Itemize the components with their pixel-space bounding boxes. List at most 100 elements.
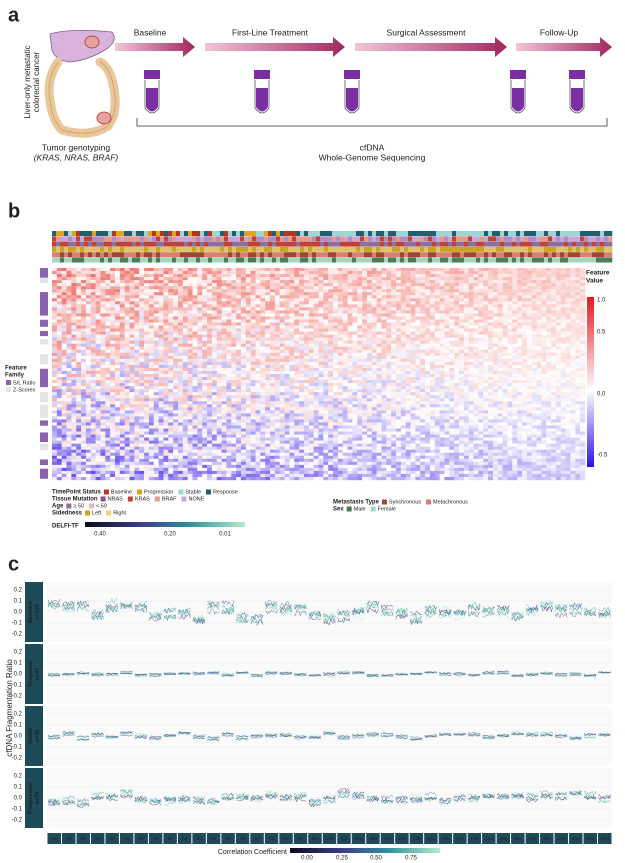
annotation-cell (108, 231, 113, 236)
heatmap-cell (570, 328, 576, 332)
heatmap-cell (483, 346, 489, 350)
heatmap-cell (512, 274, 518, 278)
heatmap-cell (95, 349, 101, 353)
heatmap-cell (173, 340, 179, 344)
heatmap-cell (95, 367, 101, 372)
annotation-cell (360, 236, 365, 242)
heatmap-cell (396, 316, 402, 320)
heatmap-cell (81, 377, 87, 381)
annotation-cell (392, 231, 397, 236)
heatmap-cell (289, 361, 295, 366)
heatmap-cell (318, 319, 324, 323)
heatmap-cell (226, 319, 232, 323)
annotation-cell (504, 252, 509, 258)
heatmap-cell (580, 331, 586, 335)
heatmap-cell (434, 298, 440, 302)
heatmap-cell (173, 367, 179, 372)
heatmap-cell (153, 328, 159, 332)
heatmap-cell (376, 298, 382, 302)
heatmap-cell (255, 343, 261, 347)
annotation-cell (208, 252, 213, 258)
heatmap-cell (148, 313, 154, 317)
annotation-cell (520, 257, 525, 263)
heatmap-cell (425, 349, 431, 353)
heatmap-cell (381, 313, 387, 317)
annotation-cell (288, 252, 293, 258)
heatmap-cell (429, 280, 435, 284)
heatmap-cell (260, 352, 266, 357)
heatmap-cell (114, 316, 121, 320)
annotation-cell (100, 246, 105, 252)
heatmap-cell (168, 367, 174, 372)
heatmap-cell (163, 319, 169, 323)
heatmap-cell (512, 286, 518, 290)
heatmap-cell (522, 304, 528, 308)
heatmap-cell (114, 364, 121, 369)
annotation-cell (100, 257, 105, 263)
heatmap-cell (158, 328, 164, 332)
heatmap-cell (105, 286, 111, 290)
heatmap-cell (488, 304, 494, 308)
annotation-cell (132, 246, 137, 252)
heatmap-cell (168, 349, 174, 353)
heatmap-cell (463, 322, 469, 326)
heatmap-cell (410, 367, 416, 372)
annotation-cell (288, 241, 293, 247)
heatmap-cell (211, 319, 217, 323)
heatmap-cell (207, 328, 213, 332)
annotation-cell (116, 252, 121, 258)
heatmap-cell (362, 271, 368, 275)
heatmap-cell (153, 310, 159, 314)
heatmap-cell (555, 301, 561, 305)
heatmap-cell (439, 277, 445, 281)
heatmap-cell (497, 358, 503, 363)
heatmap-cell (265, 316, 271, 320)
heatmap-cell (71, 331, 77, 335)
annotation-cell (548, 252, 553, 258)
annotation-cell (164, 257, 169, 263)
annotation-cell (440, 257, 445, 263)
tube-cap (254, 70, 270, 79)
heatmap-cell (61, 322, 67, 326)
heatmap-cell (85, 274, 91, 278)
annotation-cell (216, 231, 221, 236)
heatmap-cell (565, 325, 571, 329)
annotation-cell (224, 231, 229, 236)
heatmap-cell (439, 364, 445, 369)
heatmap-cell (560, 358, 566, 363)
heatmap-cell (434, 322, 440, 326)
heatmap-cell (357, 319, 363, 323)
heatmap-cell (148, 325, 154, 329)
heatmap-cell (192, 283, 198, 287)
heatmap-cell (575, 301, 581, 305)
heatmap-cell (294, 313, 300, 317)
heatmap-cell (439, 349, 445, 353)
annotation-cell (400, 246, 405, 252)
heatmap-cell (439, 280, 445, 284)
heatmap-cell (526, 325, 532, 329)
heatmap-cell (420, 352, 426, 357)
heatmap-cell (536, 346, 542, 350)
annotation-cell (292, 257, 297, 263)
heatmap-cell (95, 295, 101, 299)
heatmap-cell (444, 316, 450, 320)
heatmap-cell (52, 277, 58, 281)
heatmap-cell (400, 334, 406, 338)
heatmap-cell (81, 283, 87, 287)
heatmap-cell (284, 337, 290, 341)
heatmap-cell (522, 310, 528, 314)
heatmap-cell (531, 349, 537, 353)
annotation-cell (376, 236, 381, 242)
heatmap-cell (270, 337, 276, 341)
heatmap-cell (81, 277, 87, 281)
heatmap-cell (221, 316, 227, 320)
heatmap-cell (420, 280, 426, 284)
heatmap-cell (425, 295, 431, 299)
heatmap-cell (197, 286, 203, 290)
heatmap-cell (357, 334, 363, 338)
heatmap-cell (546, 364, 552, 369)
heatmap-cell (240, 319, 247, 323)
heatmap-cell (182, 283, 188, 287)
heatmap-cell (52, 283, 58, 287)
heatmap-cell (207, 337, 213, 341)
